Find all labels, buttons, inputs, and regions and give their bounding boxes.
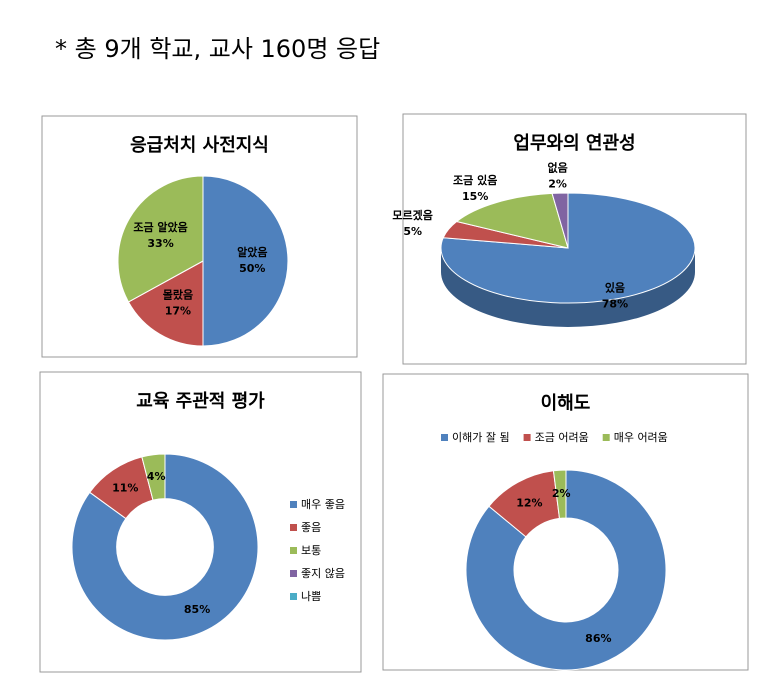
category-label: 있음 — [605, 282, 625, 295]
legend-label: 이해가 잘 됨 — [452, 430, 510, 444]
value-label: 5% — [403, 225, 422, 238]
legend-swatch — [523, 434, 531, 441]
value-label: 12% — [516, 496, 542, 509]
legend-swatch — [290, 501, 297, 508]
chart-title: 업무와의 연관성 — [513, 133, 635, 154]
pie-side — [441, 248, 695, 327]
pie-slice — [117, 175, 204, 303]
value-label: 78% — [602, 298, 628, 311]
doughnut-slice — [71, 453, 259, 641]
value-label: 11% — [112, 482, 138, 495]
category-label: 조금 있음 — [453, 174, 497, 187]
value-label: 17% — [165, 304, 191, 317]
category-label: 몰랐음 — [163, 288, 193, 301]
value-label: 50% — [239, 262, 265, 275]
value-label: 86% — [585, 632, 611, 645]
category-label: 없음 — [548, 162, 568, 175]
category-label: 조금 알았음 — [133, 220, 187, 234]
category-label: 알았음 — [237, 245, 267, 259]
legend-label: 조금 어려움 — [535, 431, 589, 444]
legend-label: 좋음 — [301, 521, 321, 534]
pie-slice — [455, 192, 569, 249]
legend-label: 좋지 않음 — [301, 567, 345, 580]
doughnut-slice — [552, 469, 567, 519]
legend-swatch — [290, 593, 297, 600]
pie-slice — [202, 175, 289, 347]
value-label: 15% — [462, 190, 488, 203]
chart-panel — [382, 373, 749, 671]
value-label: 2% — [548, 178, 567, 191]
chart-title: 이해도 — [541, 393, 591, 414]
value-label: 2% — [552, 487, 571, 500]
legend-label: 나쁨 — [301, 590, 321, 603]
header-note: * 총 9개 학교, 교사 160명 응답 — [55, 35, 380, 63]
legend-label: 보통 — [301, 544, 321, 557]
value-label: 33% — [147, 237, 173, 250]
chart-title: 응급처치 사전지식 — [130, 135, 269, 156]
legend-label: 매우 좋음 — [301, 498, 345, 511]
legend-swatch — [290, 547, 297, 554]
doughnut-slice — [465, 469, 667, 671]
pie-slice — [127, 260, 204, 347]
legend-swatch — [602, 434, 610, 441]
legend-swatch — [290, 524, 297, 531]
pie-slice — [551, 192, 569, 249]
legend-swatch — [290, 570, 297, 577]
value-label: 85% — [184, 603, 210, 616]
value-label: 4% — [147, 470, 166, 483]
chart-title: 교육 주관적 평가 — [136, 391, 265, 412]
legend-label: 매우 어려움 — [614, 431, 668, 444]
legend-swatch — [441, 434, 448, 441]
category-label: 모르겠음 — [392, 208, 432, 222]
